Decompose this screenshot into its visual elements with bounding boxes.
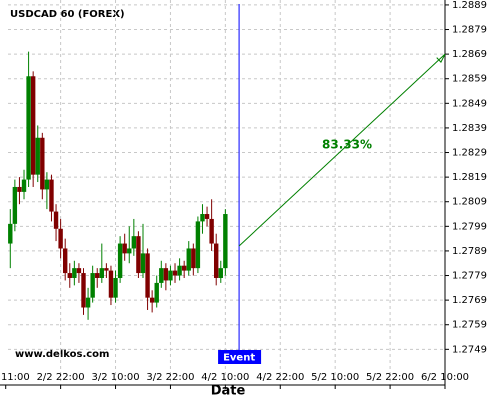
candle-body bbox=[131, 236, 137, 249]
y-tick-label: 1.2799 bbox=[452, 221, 487, 232]
candle-body bbox=[163, 268, 169, 281]
candle-body bbox=[191, 248, 196, 269]
candle-body bbox=[209, 218, 214, 244]
y-tick-label: 1.2869 bbox=[452, 49, 487, 60]
candle-body bbox=[149, 297, 155, 303]
y-tick-label: 1.2859 bbox=[452, 74, 487, 85]
candle-body bbox=[140, 253, 146, 274]
candle-body bbox=[172, 270, 178, 276]
projection-label: 83.33% bbox=[322, 138, 372, 152]
candle-body bbox=[67, 273, 72, 278]
candle-body bbox=[168, 270, 173, 281]
y-tick-label: 1.2819 bbox=[452, 172, 487, 183]
y-tick-label: 1.2839 bbox=[452, 123, 487, 134]
x-tick-label: 2/2 11:00 bbox=[0, 372, 30, 383]
y-tick-label: 1.2829 bbox=[452, 148, 487, 159]
candle-body bbox=[30, 76, 36, 175]
candle-body bbox=[154, 282, 159, 303]
x-axis-title: Date bbox=[211, 384, 246, 399]
candle-body bbox=[108, 270, 114, 298]
event-label: Event bbox=[223, 353, 255, 364]
candle-body bbox=[122, 243, 127, 254]
y-tick-label: 1.2789 bbox=[452, 246, 487, 257]
y-tick-label: 1.2879 bbox=[452, 25, 487, 36]
candle-body bbox=[214, 243, 219, 278]
chart-title: USDCAD 60 (FOREX) bbox=[10, 9, 125, 20]
candle-body bbox=[81, 273, 86, 308]
candle-body bbox=[127, 248, 132, 254]
y-tick-label: 1.2759 bbox=[452, 320, 487, 331]
event-box bbox=[218, 350, 262, 364]
x-tick-label: 4/2 10:00 bbox=[201, 372, 249, 383]
candle-body bbox=[218, 268, 223, 278]
candle-body bbox=[117, 243, 123, 278]
candle-body bbox=[40, 137, 45, 190]
projection-arrow bbox=[238, 53, 446, 247]
candle-body bbox=[21, 179, 27, 192]
y-tick-label: 1.2889 bbox=[452, 0, 487, 11]
arrow-head bbox=[436, 53, 446, 64]
y-tick-label: 1.2779 bbox=[452, 271, 487, 282]
candle-body bbox=[104, 268, 109, 271]
x-tick-label: 3/2 22:00 bbox=[146, 372, 194, 383]
x-tick-label: 5/2 10:00 bbox=[311, 372, 359, 383]
x-tick-label: 2/2 22:00 bbox=[37, 372, 85, 383]
candle-body bbox=[12, 186, 18, 224]
candle-body bbox=[204, 214, 210, 219]
candle-body bbox=[186, 248, 191, 271]
candle-body bbox=[44, 179, 50, 190]
x-tick-label: 5/2 22:00 bbox=[366, 372, 414, 383]
candle-body bbox=[8, 223, 13, 244]
candle-body bbox=[58, 228, 63, 249]
candle-body bbox=[53, 211, 59, 229]
candle-body bbox=[62, 248, 68, 274]
candle-body bbox=[136, 236, 141, 274]
candle-body bbox=[99, 268, 105, 278]
watermark: www.delkos.com bbox=[15, 349, 109, 360]
y-tick-label: 1.2749 bbox=[452, 344, 487, 355]
candle-body bbox=[177, 265, 182, 276]
candle-body bbox=[76, 268, 82, 274]
candle-body bbox=[35, 137, 40, 175]
candle-body bbox=[145, 253, 150, 298]
candle-body bbox=[195, 221, 201, 269]
candle-body bbox=[90, 273, 95, 298]
y-tick-label: 1.2769 bbox=[452, 295, 487, 306]
candle-body bbox=[95, 273, 100, 278]
candle-body bbox=[85, 297, 91, 308]
candle-body bbox=[49, 179, 54, 212]
y-tick-label: 1.2809 bbox=[452, 197, 487, 208]
x-tick-label: 3/2 10:00 bbox=[91, 372, 139, 383]
candle-body bbox=[181, 265, 187, 271]
candle-body bbox=[17, 186, 22, 192]
candle-body bbox=[26, 76, 31, 180]
x-tick-label: 4/2 22:00 bbox=[256, 372, 304, 383]
candle-body bbox=[159, 268, 164, 283]
candle-body bbox=[223, 214, 228, 269]
y-tick-label: 1.2849 bbox=[452, 98, 487, 109]
candle-body bbox=[72, 268, 77, 278]
candle-body bbox=[113, 277, 118, 298]
candle-body bbox=[200, 214, 205, 222]
